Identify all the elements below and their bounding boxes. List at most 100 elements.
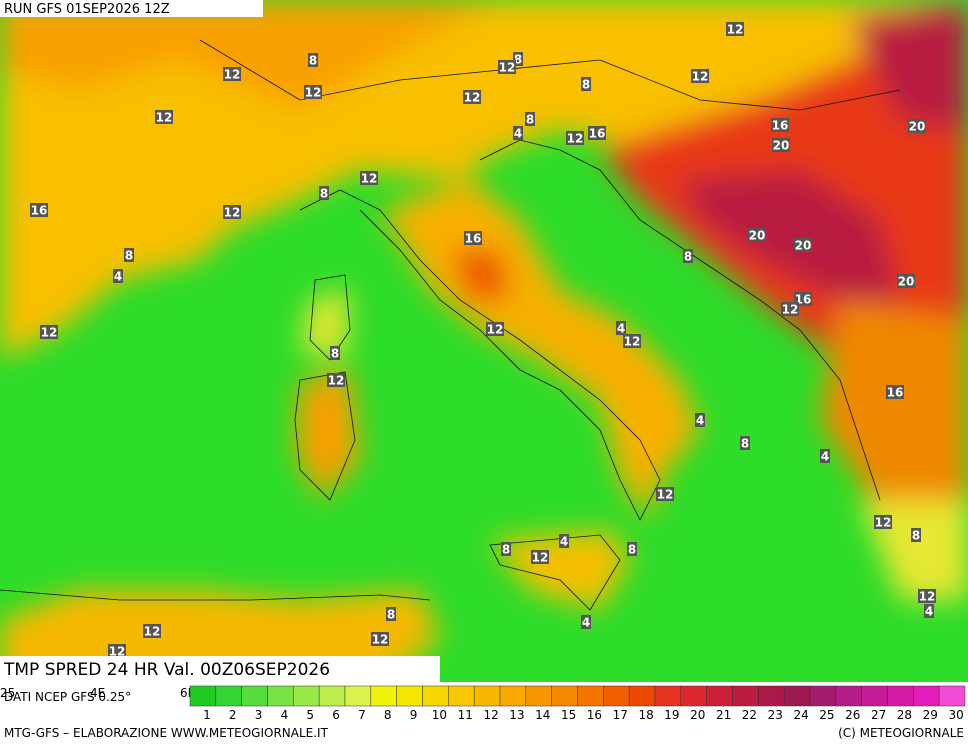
field xyxy=(0,0,968,682)
scale-label: 3 xyxy=(255,708,263,722)
scale-label: 8 xyxy=(384,708,392,722)
label-box xyxy=(748,228,766,242)
scale-label: 7 xyxy=(358,708,366,722)
contour-label: 12 xyxy=(657,488,674,502)
label-box xyxy=(683,249,693,263)
contour-label: 12 xyxy=(782,303,799,317)
scale-label: 17 xyxy=(613,708,628,722)
label-box xyxy=(371,632,389,646)
scale-swatch xyxy=(758,685,785,707)
contour-label: 16 xyxy=(31,204,48,218)
label-box xyxy=(223,205,241,219)
color-scale: 1 2 3 4 5 6 7 8 9 10 11 12 13 14 15 16 17 18 19 20 21 22 23 24 2… xyxy=(189,685,966,722)
scale-swatch xyxy=(680,685,707,707)
scale-label: 30 xyxy=(948,708,963,722)
scale-label: 19 xyxy=(664,708,679,722)
scale-swatch xyxy=(241,685,268,707)
edge-label: 25 xyxy=(0,686,15,700)
scale-swatch xyxy=(783,685,811,707)
scale-label: 20 xyxy=(690,708,705,722)
label-box xyxy=(874,515,892,529)
label-box xyxy=(794,238,812,252)
label-box xyxy=(897,274,915,288)
contour-label: 12 xyxy=(144,625,161,639)
scale-swatch xyxy=(344,685,372,707)
scale-swatch xyxy=(913,685,940,707)
contour-label: 8 xyxy=(628,543,636,557)
contour-label: 4 xyxy=(514,127,522,141)
scale-label: 4 xyxy=(281,708,289,722)
scale-swatch xyxy=(861,685,888,707)
label-box xyxy=(772,138,790,152)
edge-label: 4E xyxy=(90,686,105,700)
label-box xyxy=(319,186,329,200)
label-box xyxy=(588,126,606,140)
scale-label: 24 xyxy=(793,708,808,722)
scale-swatch xyxy=(938,685,966,707)
contour-label: 20 xyxy=(795,239,812,253)
contour-label: 8 xyxy=(331,347,339,361)
contour-label: 16 xyxy=(887,386,904,400)
scale-swatch xyxy=(887,685,914,707)
scale-swatch xyxy=(551,685,578,707)
copyright: (C) METEOGIORNALE xyxy=(838,726,964,740)
label-box xyxy=(771,118,789,132)
label-box xyxy=(513,126,523,140)
scale-swatch xyxy=(654,685,682,707)
scale-label: 18 xyxy=(638,708,653,722)
scale-label: 14 xyxy=(535,708,550,722)
label-box xyxy=(327,373,345,387)
label-box xyxy=(513,52,523,66)
contour-label: 12 xyxy=(464,91,481,105)
label-box xyxy=(386,607,396,621)
label-box xyxy=(308,53,318,67)
contour-label: 8 xyxy=(387,608,395,622)
scale-label: 28 xyxy=(897,708,912,722)
scale-label: 15 xyxy=(561,708,576,722)
label-box xyxy=(223,67,241,81)
label-box xyxy=(924,604,934,618)
header-box xyxy=(0,0,263,17)
scale-swatch xyxy=(525,685,552,707)
scale-swatch xyxy=(835,685,862,707)
scale-label: 9 xyxy=(410,708,418,722)
contour-label: 12 xyxy=(727,23,744,37)
label-box xyxy=(581,77,591,91)
scale-label: 11 xyxy=(458,708,473,722)
footer-box xyxy=(0,656,440,683)
scale-label: 26 xyxy=(845,708,860,722)
scale-swatch xyxy=(448,685,475,707)
contour-label: 12 xyxy=(224,206,241,220)
scale-label: 2 xyxy=(229,708,237,722)
contour-label: 12 xyxy=(361,172,378,186)
scale-label: 10 xyxy=(432,708,447,722)
contour-label: 8 xyxy=(320,187,328,201)
label-box xyxy=(616,321,626,335)
label-box xyxy=(691,69,709,83)
contour-label: 12 xyxy=(532,551,549,565)
label-box xyxy=(559,534,569,548)
scale-swatch xyxy=(603,685,630,707)
contour-label: 20 xyxy=(909,120,926,134)
run-title: RUN GFS 01SEP2026 12Z xyxy=(4,2,170,17)
scale-swatch xyxy=(473,685,501,707)
scale-swatch xyxy=(267,685,294,707)
contour-label: 4 xyxy=(821,450,829,464)
contour-label: 8 xyxy=(502,543,510,557)
scale-label: 29 xyxy=(923,708,938,722)
scale-label: 5 xyxy=(306,708,314,722)
contour-label: 4 xyxy=(696,414,704,428)
scale-swatch xyxy=(370,685,397,707)
scale-swatch xyxy=(215,685,242,707)
label-box xyxy=(486,322,504,336)
scale-label: 6 xyxy=(332,708,340,722)
scale-swatch xyxy=(318,685,346,707)
contour-label: 8 xyxy=(514,53,522,67)
contour-label: 8 xyxy=(125,249,133,263)
label-box xyxy=(330,346,340,360)
label-box xyxy=(908,119,926,133)
contour-label: 8 xyxy=(309,54,317,68)
label-box xyxy=(918,589,936,603)
